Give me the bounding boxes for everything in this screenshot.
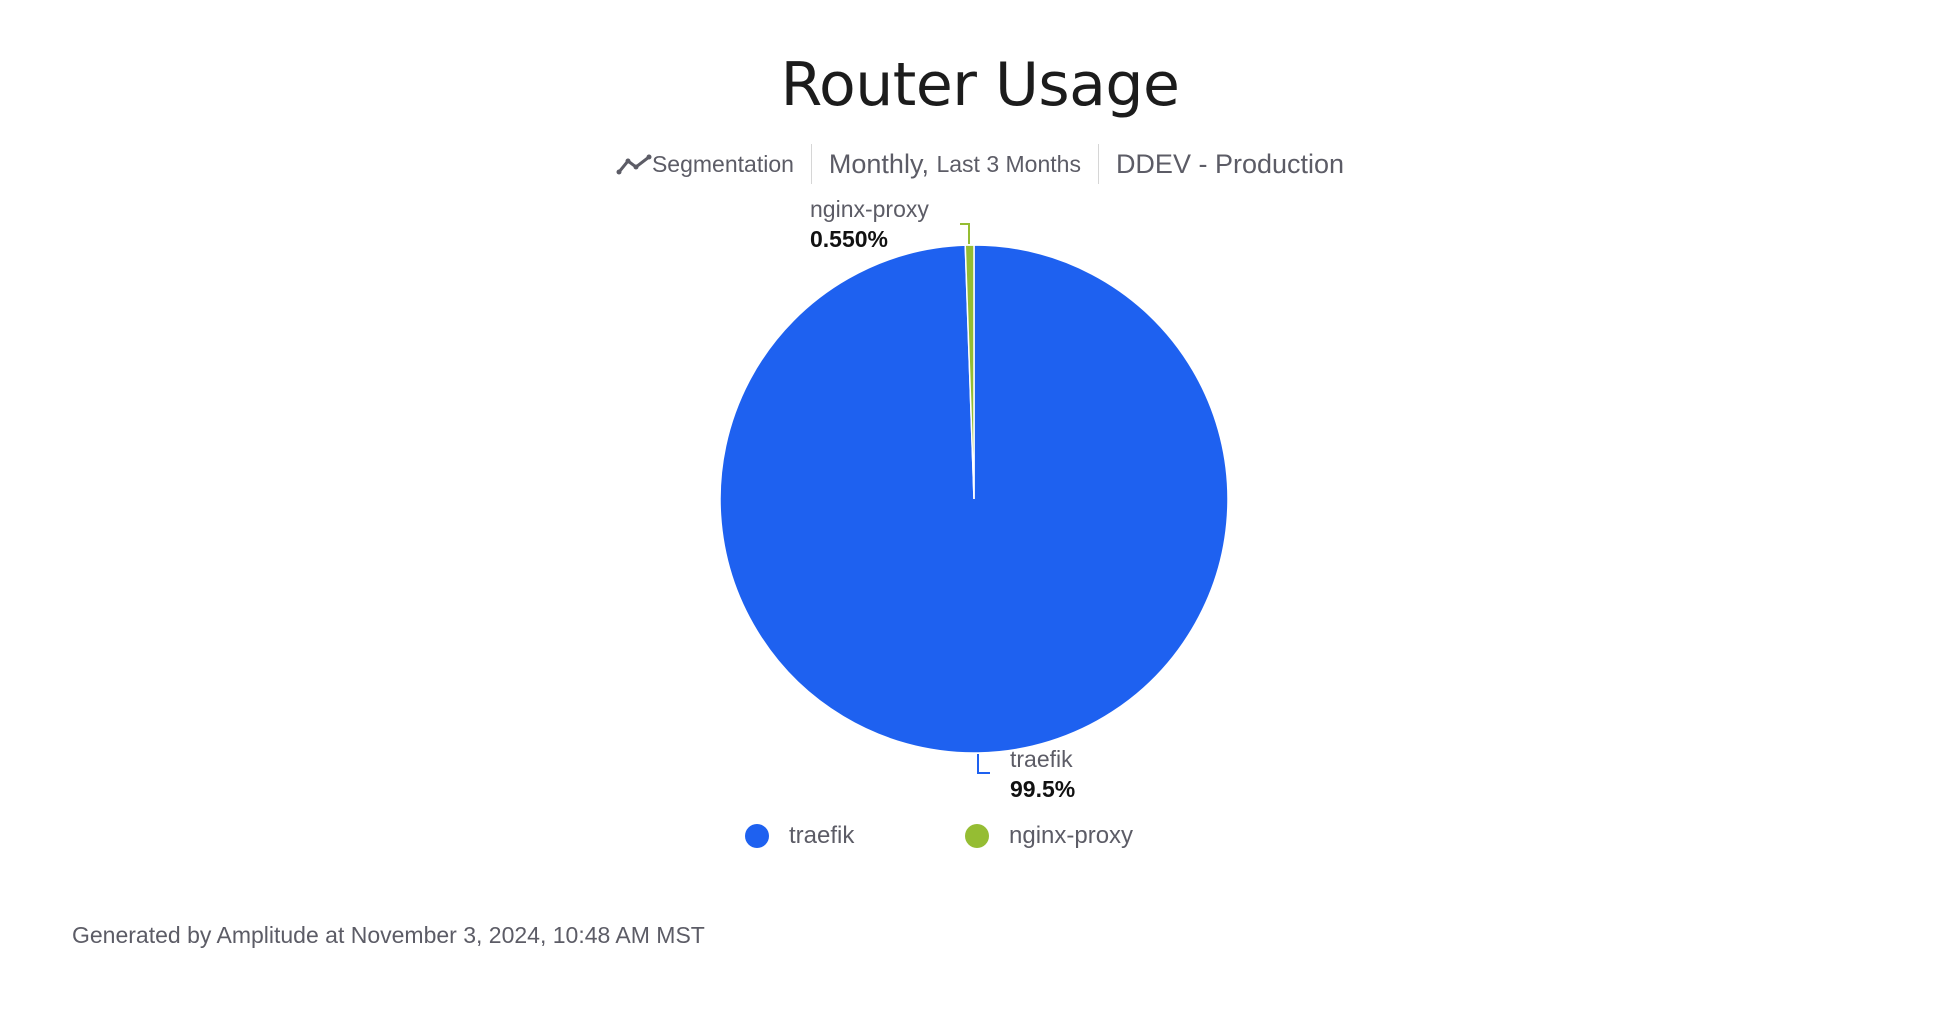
chart-type-label: Segmentation bbox=[651, 150, 794, 177]
divider bbox=[1097, 144, 1099, 184]
line-chart-icon bbox=[616, 154, 652, 175]
leader-line-traefik bbox=[977, 754, 990, 774]
legend-dot bbox=[745, 824, 769, 848]
footer-text: Generated by Amplitude at November 3, 20… bbox=[72, 922, 705, 948]
legend-label: traefik bbox=[789, 822, 855, 849]
divider bbox=[810, 144, 812, 184]
interval-label: Monthly, bbox=[828, 148, 929, 179]
slice-label-nginx-proxy: nginx-proxy bbox=[810, 196, 929, 222]
legend-item-traefik[interactable]: traefik bbox=[745, 822, 854, 850]
range-label: Last 3 Months bbox=[936, 150, 1081, 177]
chart-subtitle: Segmentation Monthly, Last 3 Months DDEV… bbox=[0, 144, 1960, 184]
pie-slice-nginx-proxy[interactable] bbox=[964, 244, 975, 500]
chart-type: Segmentation bbox=[599, 144, 811, 184]
leader-line-nginx-proxy bbox=[960, 223, 970, 244]
legend-item-nginx-proxy[interactable]: nginx-proxy bbox=[965, 822, 1133, 850]
chart-title: Router Usage bbox=[780, 50, 1180, 120]
slice-label-traefik: traefik bbox=[1010, 746, 1073, 772]
date-range: Monthly, Last 3 Months bbox=[812, 144, 1098, 184]
legend-label: nginx-proxy bbox=[1009, 822, 1134, 849]
legend-dot bbox=[965, 824, 989, 848]
slice-value-nginx-proxy: 0.550% bbox=[810, 226, 889, 252]
project-label: DDEV - Production bbox=[1115, 148, 1345, 179]
slice-value-traefik: 99.5% bbox=[1010, 776, 1076, 802]
